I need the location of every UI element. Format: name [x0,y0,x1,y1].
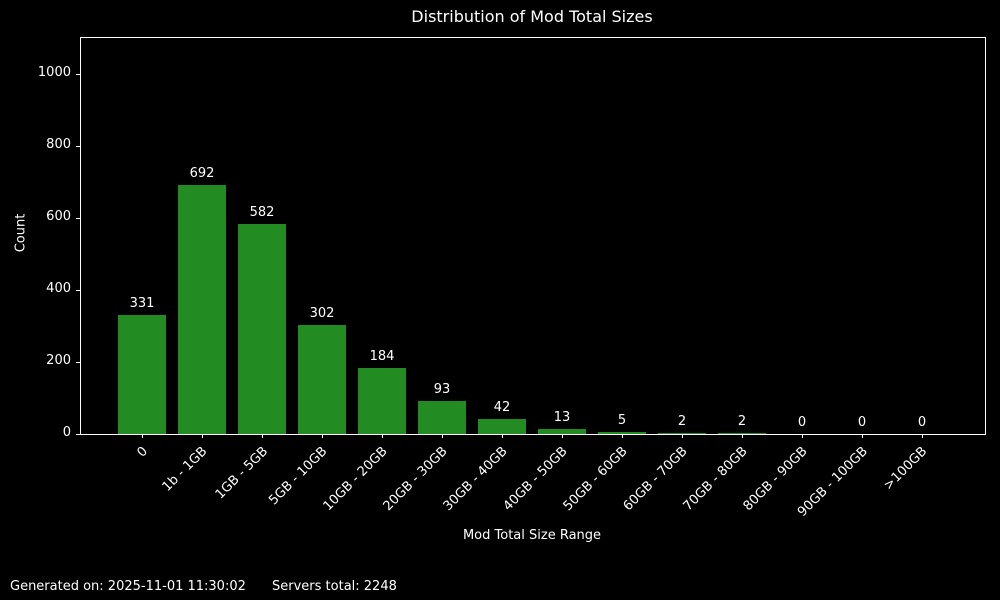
bar-value-label: 0 [857,415,867,430]
y-tick [76,217,80,219]
bar-value-label: 93 [433,382,451,397]
bar-value-label: 302 [309,306,335,321]
bar [358,368,406,434]
bar-value-label: 42 [493,400,511,415]
y-tick-label: 1000 [37,65,71,80]
x-tick [801,434,803,438]
bar [178,185,226,434]
y-tick [76,289,80,291]
bar-value-label: 184 [369,349,395,364]
x-tick-label: 1GB - 5GB [212,444,271,503]
bar-value-label: 692 [189,166,215,181]
bar [238,224,286,434]
x-tick [681,434,683,438]
bar [298,325,346,434]
y-tick [76,73,80,75]
bar [658,433,706,434]
bar [718,433,766,434]
y-axis-title: Count [13,213,29,253]
y-tick-label: 0 [62,425,71,440]
bar [418,401,466,434]
bar-value-label: 0 [797,415,807,430]
bar [598,432,646,434]
bar-value-label: 0 [917,415,927,430]
bar-value-label: 582 [249,205,275,220]
bar [118,315,166,434]
x-tick-label: 5GB - 10GB [266,444,331,509]
x-tick [321,434,323,438]
bar-value-label: 331 [129,296,155,311]
x-tick [381,434,383,438]
bar-value-label: 5 [617,413,627,428]
x-tick [441,434,443,438]
x-tick-label: 0 [134,444,151,461]
footer-generated-text: Generated on: 2025-11-01 11:30:02 [10,579,246,594]
x-tick [561,434,563,438]
x-tick [201,434,203,438]
bar [538,429,586,434]
y-tick-label: 200 [46,353,71,368]
x-tick [501,434,503,438]
x-tick [141,434,143,438]
y-tick [76,361,80,363]
y-tick [76,145,80,147]
x-tick [261,434,263,438]
x-tick [741,434,743,438]
x-tick [621,434,623,438]
bar-value-label: 13 [553,410,571,425]
bar-value-label: 2 [737,414,747,429]
y-tick-label: 400 [46,281,71,296]
x-axis-title: Mod Total Size Range [462,528,602,543]
bar [478,419,526,434]
footer: Generated on: 2025-11-01 11:30:02 Server… [10,579,397,594]
x-tick [861,434,863,438]
bar-value-label: 2 [677,414,687,429]
x-tick-label: >100GB [881,444,931,494]
x-tick-label: 1b - 1GB [159,444,211,495]
y-tick [76,433,80,435]
plot-area: 0 200 400 600 800 1000 331 0 692 1b - 1GB 582 1GB -… [38,37,986,520]
y-tick-label: 600 [46,209,71,224]
chart-title: Distribution of Mod Total Sizes [411,7,653,26]
x-tick [921,434,923,438]
y-tick-label: 800 [46,137,71,152]
footer-servers-total: Servers total: 2248 [272,579,397,594]
